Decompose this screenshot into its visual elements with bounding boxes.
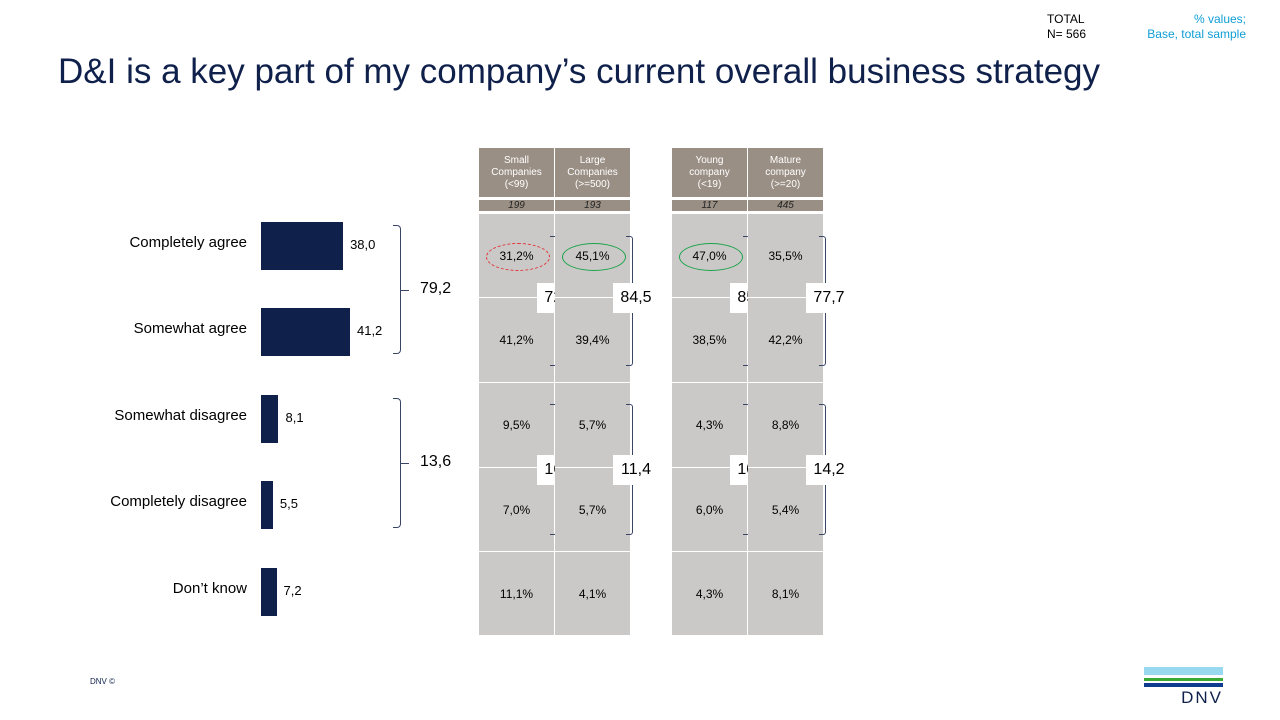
column-base-n: 117 bbox=[672, 200, 747, 211]
column-header: Small Companies (<99) bbox=[479, 148, 554, 197]
table-cell: 41,2% bbox=[479, 298, 554, 383]
group-bracket bbox=[393, 225, 409, 354]
category-label: Somewhat disagree bbox=[114, 407, 247, 424]
table-cell: 5,7% bbox=[555, 383, 630, 468]
page-title: D&I is a key part of my company’s curren… bbox=[58, 52, 1101, 91]
bar-value-label: 8,1 bbox=[285, 410, 304, 425]
bar-value-label: 41,2 bbox=[356, 323, 383, 338]
note-line-2: Base, total sample bbox=[1147, 27, 1246, 41]
table-cell: 4,3% bbox=[672, 552, 747, 636]
sample-size: N= 566 bbox=[1047, 27, 1087, 41]
column-base-n: 193 bbox=[555, 200, 630, 211]
group-net-label: 79,2 bbox=[420, 280, 452, 297]
group-net-label: 13,6 bbox=[420, 453, 452, 470]
net-value-box: 14,2 bbox=[806, 455, 852, 485]
net-value-box: 11,4 bbox=[613, 455, 659, 485]
table-cell: 5,4% bbox=[748, 468, 823, 552]
table-cell: 8,8% bbox=[748, 383, 823, 468]
bar-1 bbox=[261, 308, 350, 356]
table-cell: 4,3% bbox=[672, 383, 747, 468]
bar-3 bbox=[261, 481, 273, 529]
dnv-logo: DNV bbox=[1144, 667, 1223, 708]
column-header: Young company (<19) bbox=[672, 148, 747, 197]
total-sample-label: TOTAL N= 566 bbox=[1047, 12, 1086, 42]
copyright: DNV © bbox=[90, 677, 116, 686]
bar-value-label: 38,0 bbox=[350, 237, 376, 252]
table-cell: 9,5% bbox=[479, 383, 554, 468]
column-base-n: 445 bbox=[748, 200, 823, 211]
high-significance-marker bbox=[679, 243, 743, 271]
bar-value-label: 7,2 bbox=[283, 583, 302, 598]
table-cell: 8,1% bbox=[748, 552, 823, 636]
category-label: Completely agree bbox=[129, 234, 247, 251]
bar-2 bbox=[261, 395, 279, 443]
column-base-n: 199 bbox=[479, 200, 554, 211]
category-label: Somewhat agree bbox=[133, 320, 247, 337]
category-label: Don’t know bbox=[172, 580, 247, 597]
total-label: TOTAL bbox=[1047, 12, 1085, 26]
net-value-box: 84,5 bbox=[613, 283, 659, 313]
table-cell: 4,1% bbox=[555, 552, 630, 636]
bar-4 bbox=[261, 568, 277, 616]
net-value-box: 77,7 bbox=[806, 283, 852, 313]
high-significance-marker bbox=[562, 243, 626, 271]
table-cell: 11,1% bbox=[479, 552, 554, 636]
note-line-1: % values; bbox=[1193, 12, 1246, 26]
table-cell: 6,0% bbox=[672, 468, 747, 552]
low-significance-marker bbox=[486, 243, 550, 271]
bar-value-label: 5,5 bbox=[279, 496, 298, 511]
values-note: % values; Base, total sample bbox=[1147, 12, 1246, 42]
group-bracket bbox=[393, 398, 409, 528]
bar-0 bbox=[261, 222, 344, 270]
category-label: Completely disagree bbox=[110, 493, 247, 510]
column-header: Large Companies (>=500) bbox=[555, 148, 630, 197]
column-header: Mature company (>=20) bbox=[748, 148, 823, 197]
